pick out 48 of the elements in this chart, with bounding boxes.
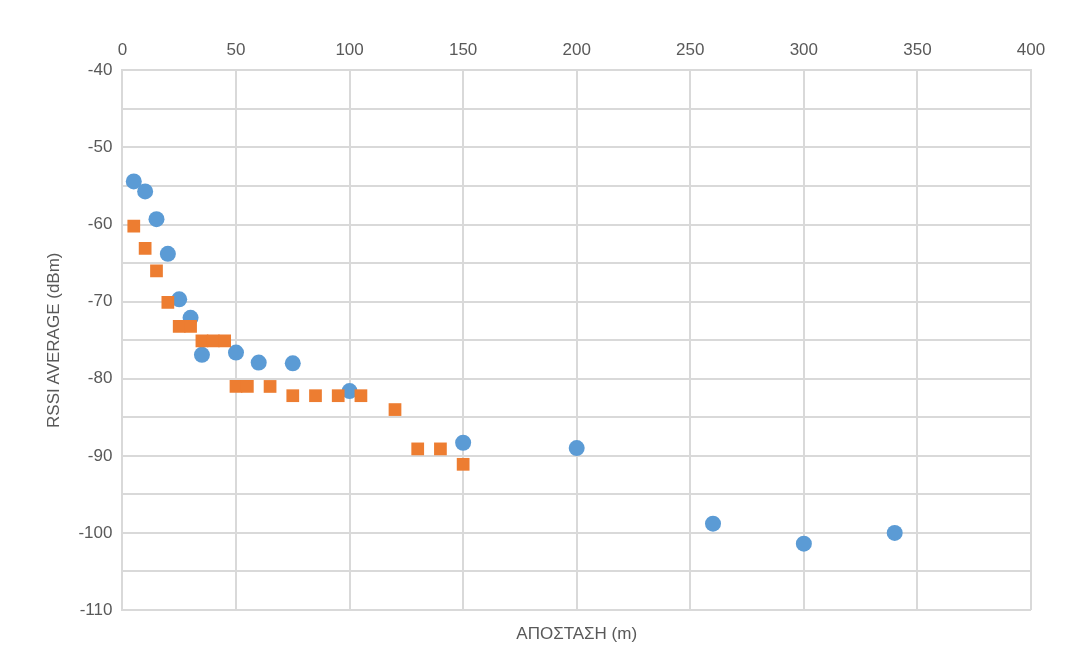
x-tick-label: 400 [1016, 39, 1046, 59]
point [309, 389, 322, 403]
y-tick-label: -100 [78, 522, 113, 542]
point [455, 434, 472, 451]
y-tick-label: -70 [87, 291, 113, 311]
y-tick-label: -40 [87, 60, 113, 80]
point [456, 457, 470, 471]
point [263, 380, 277, 393]
x-axis-title: ΑΠΟΣΤΑΣΗ (m) [516, 624, 638, 644]
x-tick-label: 300 [789, 39, 819, 59]
x-tick-label: 200 [562, 39, 591, 59]
point [434, 442, 447, 456]
y-tick-label: -110 [79, 599, 113, 619]
y-tick-label: -60 [87, 214, 113, 234]
point [331, 389, 345, 403]
point [193, 346, 210, 363]
point [284, 355, 301, 372]
point [137, 183, 154, 200]
point [125, 173, 142, 190]
point [286, 389, 300, 403]
y-tick-label: -90 [87, 445, 113, 465]
point [568, 440, 585, 457]
x-tick-label: 150 [448, 39, 478, 59]
point [240, 380, 254, 393]
point [150, 264, 163, 278]
x-tick-label: 50 [226, 39, 246, 59]
point [218, 334, 231, 348]
point [148, 211, 165, 228]
x-tick-label: 350 [903, 39, 932, 59]
point [159, 245, 176, 262]
x-tick-label: 0 [117, 39, 128, 59]
point [127, 219, 141, 233]
point [250, 354, 267, 371]
x-tick-label: 100 [335, 39, 364, 59]
y-axis-title: RSSI AVERAGE (dBm) [43, 252, 63, 428]
point [161, 296, 175, 309]
point [138, 242, 152, 255]
point [354, 389, 368, 403]
point [184, 319, 197, 333]
point [886, 524, 903, 541]
point [411, 442, 425, 456]
point [388, 403, 402, 416]
x-tick-label: 250 [676, 39, 705, 59]
point [228, 344, 244, 361]
point [795, 535, 812, 552]
point [705, 515, 721, 532]
y-tick-label: -80 [87, 368, 113, 388]
y-tick-label: -50 [87, 137, 113, 157]
